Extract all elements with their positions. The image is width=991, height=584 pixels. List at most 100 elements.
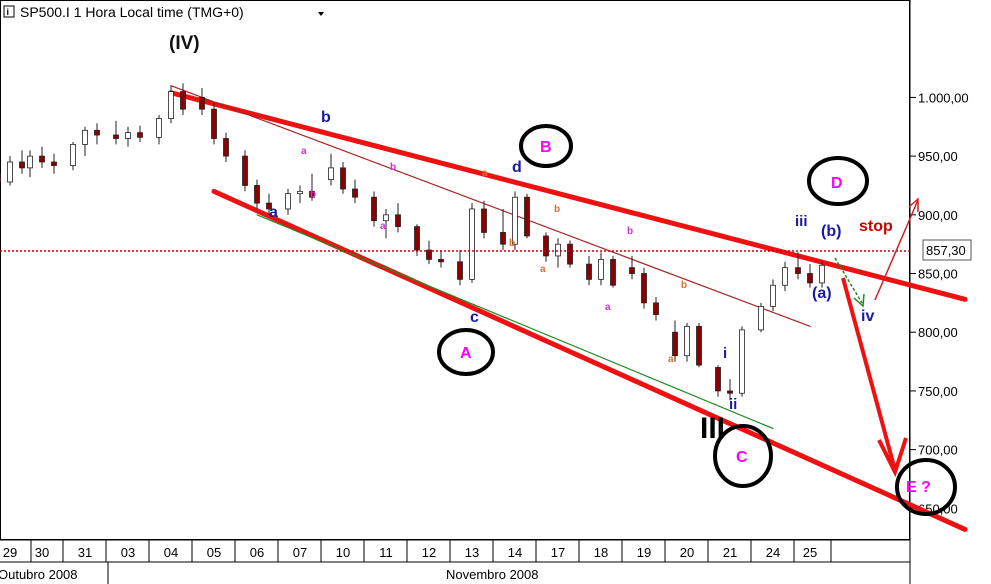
candle-body	[340, 167, 346, 190]
trendline-upper-red-channel	[168, 90, 968, 302]
candle-body	[383, 214, 389, 222]
x-tick-label: 13	[465, 545, 479, 560]
red-arrowhead-E	[877, 437, 908, 478]
x-tick-label: 30	[35, 545, 49, 560]
candle-body	[39, 155, 45, 163]
y-axis-panel	[910, 0, 991, 584]
stop-label: stop	[859, 218, 893, 235]
projection-arrows	[834, 197, 919, 478]
candle-body	[395, 214, 401, 227]
candle-body	[739, 329, 745, 394]
candle-body	[168, 91, 174, 119]
x-tick-label: 11	[379, 545, 393, 560]
mini-orange-b-3: b	[681, 280, 687, 291]
mini-orange-a-1: a	[482, 168, 488, 179]
info-icon-glyph: i	[7, 7, 10, 17]
y-tick-label: 900,00	[918, 208, 958, 223]
candle-body	[19, 161, 25, 169]
candle-body	[770, 284, 776, 307]
candle-body	[113, 134, 119, 139]
candle-body	[266, 202, 272, 210]
candle-body	[672, 331, 678, 357]
x-tick-label: 17	[551, 545, 565, 560]
y-tick-label: 950,00	[918, 149, 958, 164]
info-icon[interactable]	[3, 5, 15, 18]
mini-orange-b-1: b	[509, 238, 515, 249]
candle-body	[586, 263, 592, 280]
x-tick-label: 14	[508, 545, 522, 560]
red-arrow-to-E	[841, 277, 897, 471]
trendline-lower-red-channel	[211, 188, 968, 532]
x-tick-label: 12	[422, 545, 436, 560]
mini-a-1: a	[301, 146, 307, 157]
wave-label-D: D	[831, 175, 843, 192]
candle-body	[137, 132, 143, 138]
mini-orange-b-2: b	[554, 204, 560, 215]
candle-body	[94, 129, 100, 136]
x-tick-label: 03	[121, 545, 135, 560]
candle-body	[82, 129, 88, 145]
y-axis-ticks: 650,00700,00750,00800,00850,00900,00950,…	[910, 90, 969, 516]
annotations: (IV) B A C D E ? III a b c d i ii iii iv…	[169, 33, 957, 516]
sub-wave-ii: ii	[729, 396, 737, 413]
candle-body	[223, 138, 229, 157]
candle-body	[469, 208, 475, 280]
candle-body	[684, 325, 690, 357]
x-axis-ticks: 29 30 31 03 04 05 06 07 10 11 12 13 14 17 18 19 20 21 24 25	[3, 540, 832, 562]
x-tick-label: 31	[78, 545, 92, 560]
mini-b-2: b	[390, 162, 396, 173]
candle-body	[426, 249, 432, 260]
sub-wave-paren-a: (a)	[812, 285, 832, 302]
x-tick-label: 25	[803, 545, 817, 560]
candles	[0, 83, 825, 401]
circle-E	[895, 458, 957, 516]
x-tick-label: 04	[164, 545, 178, 560]
y-tick-label: 850,00	[918, 267, 958, 282]
stop-arrow	[874, 199, 919, 301]
candle-body	[807, 273, 813, 284]
candle-body	[27, 155, 33, 169]
wave-label-A: A	[460, 345, 472, 362]
sub-wave-d: d	[512, 159, 522, 176]
current-price-box	[922, 239, 972, 261]
mini-b-3: b	[627, 226, 633, 237]
candle-body	[70, 143, 76, 166]
chevron-down-icon[interactable]	[318, 12, 324, 16]
candle-body	[156, 118, 162, 138]
sub-wave-c: c	[470, 309, 479, 326]
candle-body	[7, 161, 13, 183]
sub-wave-i: i	[723, 345, 727, 362]
x-tick-label: 21	[723, 545, 737, 560]
plot-frame	[0, 0, 910, 540]
candle-body	[524, 196, 530, 237]
x-tick-label: 24	[766, 545, 780, 560]
current-price-label: 857,30	[926, 243, 966, 258]
stop-arrowhead	[908, 197, 919, 212]
candle-body	[795, 267, 801, 274]
candle-body	[543, 235, 549, 257]
trendline-green-channel	[256, 214, 774, 430]
wave-label-III: III	[700, 412, 725, 445]
candle-body	[727, 390, 733, 394]
candle-body	[629, 267, 635, 274]
candle-body	[180, 91, 186, 110]
candle-body	[297, 190, 303, 195]
x-tick-label: 19	[637, 545, 651, 560]
candle-body	[715, 367, 721, 392]
candle-body	[309, 190, 315, 198]
green-arrowhead	[853, 293, 865, 308]
x-tick-label: 18	[594, 545, 608, 560]
circle-B	[519, 124, 573, 168]
wave-label-C: C	[736, 449, 748, 466]
x-tick-label: 29	[3, 545, 17, 560]
candle-body	[328, 167, 334, 181]
mini-orange-a-2: a	[540, 264, 546, 275]
mini-orange-a-3: a	[668, 354, 674, 365]
candle-body	[199, 97, 205, 110]
candle-body	[598, 259, 604, 280]
x-tick-label: 07	[293, 545, 307, 560]
candle-body	[211, 108, 217, 139]
y-tick-label: 750,00	[918, 384, 958, 399]
wave-label-E: E ?	[906, 479, 931, 496]
